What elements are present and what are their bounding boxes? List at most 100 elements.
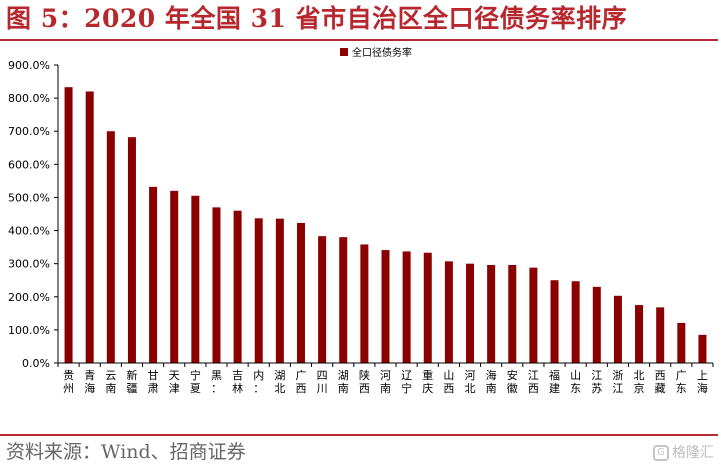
x-tick-label: ：	[253, 382, 264, 395]
x-tick-label: 浙	[612, 369, 623, 382]
x-tick-label: 湖	[274, 369, 285, 382]
bar-河南	[381, 250, 390, 363]
x-tick-label: 南	[486, 382, 497, 395]
x-tick-label: 陕	[359, 368, 370, 382]
bar-浙江	[613, 295, 622, 363]
x-tick-label: 新	[126, 368, 137, 382]
x-tick-label: 福	[549, 368, 560, 382]
x-tick-label: 重	[422, 368, 433, 382]
bar-广东	[677, 322, 686, 363]
x-axis: 贵州青海云南新疆甘肃天津宁夏黑：吉林内：湖北广西四川湖南陕西河南辽宁重庆山西河北…	[57, 362, 714, 395]
x-tick-label: 江	[612, 382, 623, 395]
x-tick-label: 京	[634, 381, 645, 395]
bar-陕西	[360, 244, 369, 363]
x-tick-label: ：	[211, 382, 222, 395]
x-tick-label: 河	[465, 369, 476, 382]
bar-四川	[318, 236, 327, 363]
x-tick-label: 南	[380, 382, 391, 395]
x-tick-label: 藏	[655, 382, 666, 395]
x-tick-label: 徽	[507, 381, 518, 395]
legend: 全口径债务率	[340, 46, 412, 59]
x-tick-label: 南	[105, 382, 116, 395]
x-tick-label: 北	[465, 382, 476, 395]
x-tick-label: 西	[443, 382, 454, 395]
bar-吉林	[233, 210, 242, 363]
y-tick-label: 300.0%	[8, 258, 50, 271]
bar-辽宁	[402, 251, 411, 363]
watermark-logo-icon: G	[653, 445, 669, 461]
y-axis: 0.0% 100.0% 200.0% 300.0% 400.0% 500.0% 600.0%…	[8, 59, 59, 370]
x-tick-label: 海	[697, 381, 708, 395]
bar-山西	[444, 261, 453, 363]
bar-天津	[170, 190, 179, 363]
x-tick-label: 宁	[401, 381, 412, 395]
x-tick-label: 湖	[338, 369, 349, 382]
bar-广西	[296, 222, 305, 363]
x-tick-label: 庆	[422, 381, 433, 395]
bar-海南	[487, 264, 496, 363]
x-tick-label: 东	[570, 382, 581, 395]
bar-青海	[85, 91, 94, 363]
x-tick-label: 吉	[232, 369, 243, 382]
title-divider	[0, 39, 718, 41]
x-tick-label: 云	[105, 369, 116, 382]
x-tick-label: 西	[359, 382, 370, 395]
x-tick-label: 北	[634, 369, 645, 382]
bar-福建	[550, 280, 559, 363]
bar-北京	[635, 305, 644, 363]
y-tick-label: 400.0%	[8, 225, 50, 238]
x-tick-label: 宁	[190, 368, 201, 382]
y-tick-label: 200.0%	[8, 291, 50, 304]
y-tick-label: 600.0%	[8, 158, 50, 171]
x-tick-label: 肃	[148, 382, 159, 395]
x-tick-label: 甘	[148, 369, 159, 382]
x-tick-label: 西	[295, 382, 306, 395]
bar-黑龙江	[212, 207, 221, 363]
x-tick-label: 山	[570, 369, 581, 382]
x-tick-label: 辽	[401, 369, 412, 382]
legend-swatch	[340, 48, 348, 56]
x-tick-label: 海	[486, 368, 497, 382]
x-tick-label: 江	[591, 369, 602, 382]
x-tick-label: 川	[317, 382, 328, 395]
y-tick-label: 800.0%	[8, 92, 50, 105]
bar-江西	[529, 267, 538, 363]
legend-label: 全口径债务率	[352, 46, 412, 59]
y-tick-label: 900.0%	[8, 59, 50, 72]
bar-湖北	[275, 218, 284, 363]
x-tick-label: 苏	[591, 382, 602, 395]
x-tick-label: 上	[697, 369, 708, 382]
watermark-text: 格隆汇	[672, 445, 714, 461]
x-tick-label: 疆	[126, 382, 137, 395]
bar-chart: 全口径债务率 0.0% 100.0% 200.0% 300.0% 400.0% 500.0…	[8, 46, 714, 395]
bar-新疆	[127, 137, 136, 363]
x-tick-label: 贵	[63, 369, 74, 382]
x-tick-label: 西	[655, 369, 666, 382]
y-tick-label: 500.0%	[8, 191, 50, 204]
watermark: G 格隆汇	[653, 442, 714, 464]
bar-江苏	[592, 286, 601, 363]
bars	[64, 87, 707, 363]
x-tick-label: 河	[380, 369, 391, 382]
x-tick-label: 四	[317, 369, 328, 382]
page-title: 图 5：2020 年全国 31 省市自治区全口径债务率排序	[6, 4, 628, 33]
x-tick-label: 津	[169, 382, 180, 395]
x-tick-label: 江	[528, 369, 539, 382]
bar-上海	[698, 334, 707, 363]
bar-山东	[571, 281, 580, 363]
bar-贵州	[64, 87, 73, 363]
x-tick-label: 天	[169, 369, 180, 382]
x-tick-label: 林	[232, 381, 243, 395]
x-tick-label: 安	[507, 368, 518, 382]
bar-湖南	[339, 237, 348, 363]
x-tick-label: 黑	[211, 369, 222, 382]
x-tick-label: 州	[63, 382, 74, 395]
bar-西藏	[656, 307, 665, 363]
bar-河北	[466, 263, 475, 363]
x-tick-label: 山	[443, 369, 454, 382]
bar-重庆	[423, 252, 432, 363]
y-tick-label: 700.0%	[8, 125, 50, 138]
bar-云南	[106, 131, 115, 363]
y-tick-label: 100.0%	[8, 324, 50, 337]
x-tick-label: 青	[84, 369, 95, 382]
